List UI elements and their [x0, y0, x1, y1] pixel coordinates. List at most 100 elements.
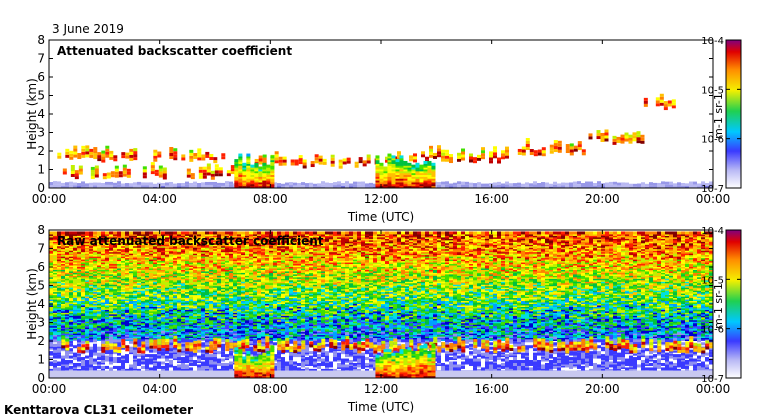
- boundary-layer-cell: [357, 184, 361, 188]
- cloud-cell: [218, 167, 223, 171]
- cloud-cell: [89, 148, 94, 152]
- boundary-layer-cell: [273, 185, 277, 188]
- cloud-cell: [596, 130, 601, 134]
- boundary-layer-cell: [281, 186, 285, 188]
- cloud-cell: [659, 96, 664, 100]
- cloud-cell: [620, 137, 625, 141]
- precipitation-cell: [407, 179, 412, 183]
- precipitation-cell: [242, 181, 247, 185]
- precipitation-cell: [238, 172, 243, 176]
- precipitation-cell: [246, 175, 251, 179]
- cloud-cell: [557, 149, 562, 153]
- cloud-cell: [69, 156, 74, 160]
- cloud-cell: [636, 140, 641, 144]
- cloud-cell: [445, 149, 449, 153]
- boundary-layer-cell: [317, 186, 321, 188]
- cloud-cell: [214, 164, 219, 168]
- precipitation-cell: [266, 170, 271, 174]
- boundary-layer-cell: [277, 186, 281, 188]
- precipitation-cell: [242, 168, 247, 172]
- precipitation-cell: [246, 179, 251, 183]
- noise-cell: [197, 349, 201, 353]
- cloud-cell: [157, 154, 162, 158]
- y-tick-label: 0: [37, 181, 45, 195]
- cloud-cell: [362, 163, 367, 167]
- boundary-layer-cell: [313, 186, 317, 188]
- precipitation-cell: [391, 183, 396, 187]
- cloud-cell: [612, 141, 617, 145]
- boundary-layer-cell: [513, 183, 517, 187]
- noise-cell: [93, 339, 97, 343]
- noise-cell: [169, 360, 173, 364]
- cloud-cell: [461, 154, 465, 158]
- cloud-cell: [62, 171, 67, 175]
- cloud-cell: [600, 135, 605, 139]
- boundary-layer-cell: [321, 181, 325, 185]
- boundary-layer-cell: [349, 183, 353, 187]
- noise-cell: [185, 358, 189, 362]
- boundary-layer-cell: [609, 181, 613, 185]
- noise-cell: [85, 370, 89, 374]
- cloud-cell: [529, 152, 534, 156]
- precipitation-cell: [242, 183, 247, 187]
- boundary-layer-cell: [517, 185, 521, 188]
- precipitation-cell: [262, 164, 267, 168]
- boundary-layer-cell: [509, 186, 513, 188]
- boundary-layer-cell: [57, 184, 61, 188]
- cloud-cell: [189, 149, 194, 153]
- y-tick-label: 6: [37, 70, 45, 84]
- noise-cell: [69, 340, 73, 344]
- cloud-cell: [126, 171, 131, 175]
- cloud-cell: [73, 151, 78, 155]
- precipitation-cell: [262, 179, 267, 183]
- precipitation-cell: [427, 179, 432, 183]
- boundary-layer-cell: [229, 184, 233, 188]
- cloud-cell: [529, 149, 534, 153]
- cloud-cell: [81, 148, 86, 152]
- boundary-layer-cell: [477, 182, 481, 186]
- noise-cell: [101, 352, 105, 356]
- precipitation-cell: [238, 153, 243, 157]
- noise-cell: [93, 343, 97, 347]
- cloud-cell: [97, 155, 102, 159]
- boundary-layer-cell: [569, 182, 573, 186]
- cloud-cell: [445, 155, 449, 159]
- x-tick-label: 08:00: [253, 192, 288, 206]
- noise-cell: [161, 355, 165, 359]
- boundary-layer-cell: [273, 182, 277, 186]
- boundary-layer-cell: [477, 185, 481, 188]
- boundary-layer-cell: [189, 185, 193, 188]
- boundary-layer-cell: [149, 182, 153, 186]
- boundary-layer-cell: [693, 184, 697, 188]
- noise-cell: [213, 358, 217, 362]
- precipitation-cell: [403, 173, 408, 177]
- precipitation-cell: [411, 179, 416, 183]
- cloud-cell: [569, 143, 574, 147]
- cloud-cell: [409, 155, 413, 159]
- precipitation-cell: [423, 168, 428, 172]
- precipitation-cell: [423, 183, 428, 187]
- noise-cell: [85, 367, 89, 371]
- boundary-layer-cell: [525, 182, 529, 186]
- cloud-cell: [197, 148, 202, 152]
- cloud-cell: [620, 134, 625, 138]
- cloud-cell: [338, 159, 343, 163]
- boundary-layer-cell: [113, 185, 117, 188]
- boundary-layer-cell: [653, 182, 657, 186]
- cloud-cell: [206, 172, 211, 176]
- boundary-layer-cell: [201, 182, 205, 186]
- precipitation-cell: [238, 177, 243, 181]
- noise-cell: [169, 370, 173, 374]
- cloud-cell: [346, 160, 351, 164]
- boundary-layer-cell: [77, 183, 81, 187]
- boundary-layer-cell: [629, 183, 633, 187]
- cloud-cell: [489, 154, 493, 158]
- precipitation-cell: [246, 162, 251, 166]
- boundary-layer-cell: [337, 184, 341, 188]
- precipitation-cell: [395, 164, 400, 168]
- precipitation-cell: [250, 183, 255, 187]
- precipitation-cell: [375, 172, 380, 176]
- boundary-layer-cell: [589, 184, 593, 188]
- boundary-layer-cell: [301, 185, 305, 188]
- noise-cell: [113, 370, 117, 374]
